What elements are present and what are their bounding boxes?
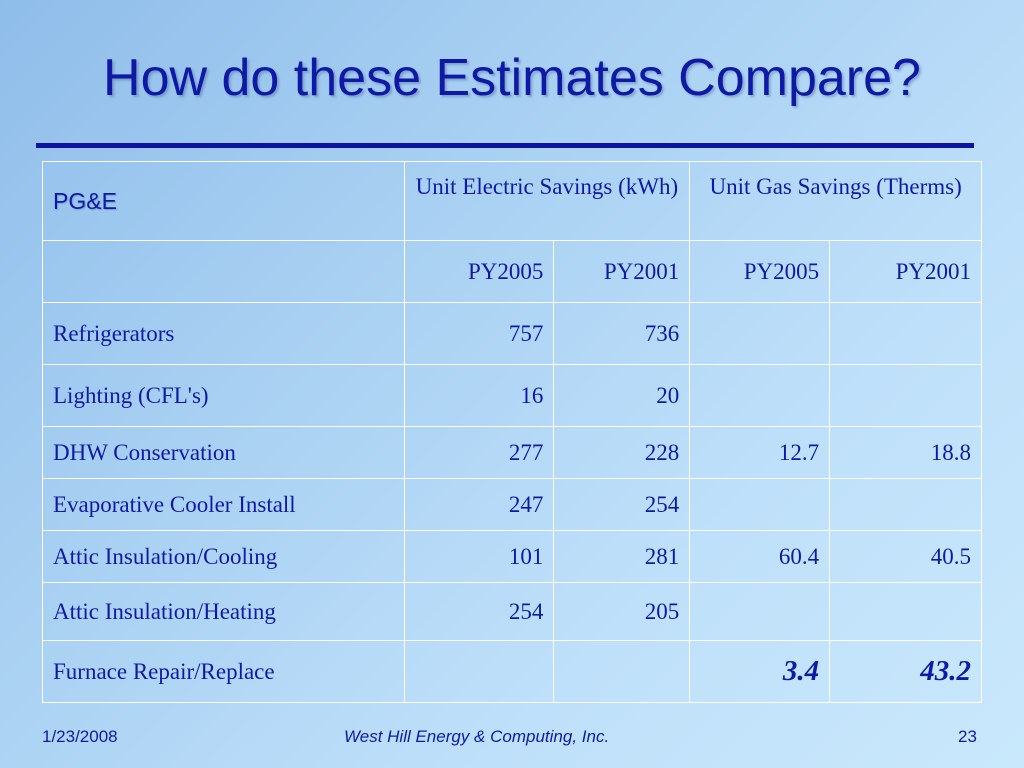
table-cell: 254	[553, 478, 691, 531]
row-label: Refrigerators	[42, 302, 405, 365]
table-row: Refrigerators 757 736	[42, 302, 982, 365]
table-cell: 277	[403, 426, 555, 479]
table-cell	[553, 640, 691, 703]
table-cell: 18.8	[829, 426, 982, 479]
year-header: PY2005	[403, 240, 555, 303]
table-cell	[829, 364, 982, 427]
table-cell-emphasized: 43.2	[829, 640, 982, 703]
table-cell: 247	[403, 478, 555, 531]
table-cell: 281	[553, 530, 691, 583]
table-cell: 757	[403, 302, 555, 365]
table-cell: 228	[553, 426, 691, 479]
row-label: Attic Insulation/Heating	[42, 582, 405, 641]
group-header-gas: Unit Gas Savings (Therms)	[689, 161, 982, 241]
year-header: PY2001	[829, 240, 982, 303]
table-cell	[829, 582, 982, 641]
table-cell: 60.4	[689, 530, 831, 583]
year-header: PY2005	[689, 240, 831, 303]
table-cell: 205	[553, 582, 691, 641]
table-cell	[829, 302, 982, 365]
row-label: Lighting (CFL's)	[42, 364, 405, 427]
table-row: Attic Insulation/Cooling 101 281 60.4 40…	[42, 530, 982, 583]
row-label: Attic Insulation/Cooling	[42, 530, 405, 583]
year-header-row: PY2005 PY2001 PY2005 PY2001	[42, 240, 982, 303]
table-cell	[829, 478, 982, 531]
row-label: Evaporative Cooler Install	[42, 478, 405, 531]
footer-company: West Hill Energy & Computing, Inc.	[344, 727, 610, 746]
slide-title: How do these Estimates Compare?	[103, 49, 921, 107]
corner-label: PG&E	[42, 161, 405, 241]
footer-date: 1/23/2008	[42, 727, 118, 746]
table-row: Furnace Repair/Replace 3.4 43.2	[42, 640, 982, 703]
footer-page-number: 23	[958, 727, 977, 746]
table-cell	[403, 640, 555, 703]
savings-table: PG&E Unit Electric Savings (kWh) Unit Ga…	[42, 161, 982, 703]
year-header: PY2001	[553, 240, 691, 303]
table-row: Lighting (CFL's) 16 20	[42, 364, 982, 427]
table-row: DHW Conservation 277 228 12.7 18.8	[42, 426, 982, 479]
table-cell: 12.7	[689, 426, 831, 479]
table-cell	[689, 364, 831, 427]
title-divider	[36, 143, 974, 148]
table-row: Evaporative Cooler Install 247 254	[42, 478, 982, 531]
table-cell: 40.5	[829, 530, 982, 583]
table-row: Attic Insulation/Heating 254 205	[42, 582, 982, 641]
table-cell: 736	[553, 302, 691, 365]
table-cell-emphasized: 3.4	[689, 640, 831, 703]
group-header-electric: Unit Electric Savings (kWh)	[403, 161, 691, 241]
row-label: Furnace Repair/Replace	[42, 640, 405, 703]
table-cell	[689, 582, 831, 641]
table-cell: 20	[553, 364, 691, 427]
row-label: DHW Conservation	[42, 426, 405, 479]
year-header-blank	[42, 240, 405, 303]
table-cell: 101	[403, 530, 555, 583]
table-cell	[689, 302, 831, 365]
table-cell: 16	[403, 364, 555, 427]
table-cell: 254	[403, 582, 555, 641]
table-cell	[689, 478, 831, 531]
group-header-row: PG&E Unit Electric Savings (kWh) Unit Ga…	[42, 161, 982, 241]
